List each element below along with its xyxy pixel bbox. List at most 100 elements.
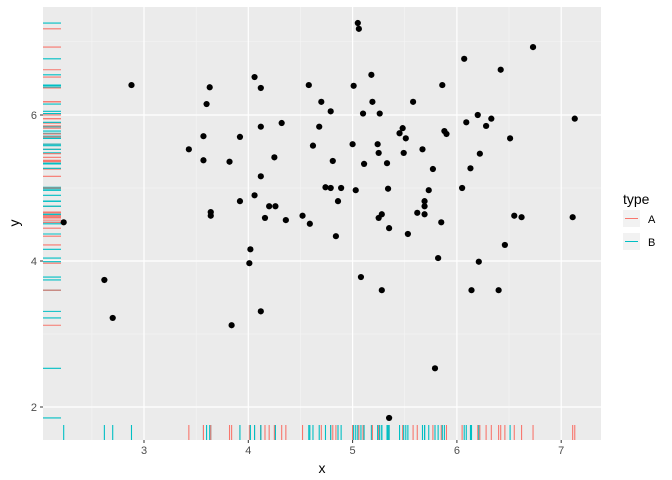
data-point [384, 185, 392, 192]
data-point [316, 123, 323, 130]
data-point [109, 314, 116, 322]
data-point [374, 141, 381, 148]
data-point [425, 187, 432, 194]
x-tick-label: 7 [558, 445, 564, 457]
data-point [327, 108, 334, 115]
minor-gridlines [43, 7, 601, 440]
data-point [378, 211, 385, 218]
data-point [251, 73, 258, 81]
data-point [529, 44, 537, 51]
data-point [439, 81, 446, 89]
data-point [419, 146, 426, 153]
rug-left [43, 22, 61, 419]
data-point [228, 322, 235, 329]
data-point [282, 217, 289, 224]
y-tick-label: 4 [31, 256, 37, 268]
data-point [438, 219, 445, 226]
data-point [443, 130, 450, 138]
data-point [435, 254, 442, 262]
x-tick-label: 5 [350, 445, 356, 457]
data-point [354, 19, 361, 27]
data-point [257, 173, 264, 180]
legend: type A B [623, 191, 656, 250]
data-point [429, 165, 437, 173]
data-point [247, 246, 254, 253]
data-point [463, 119, 470, 126]
data-point [399, 125, 406, 132]
legend-label-a: A [648, 214, 656, 226]
data-point [431, 365, 439, 372]
data-point [511, 212, 518, 219]
data-point [400, 149, 407, 157]
data-point [327, 184, 334, 192]
y-tick-label: 2 [31, 402, 37, 414]
data-point [421, 203, 428, 210]
data-point [375, 149, 382, 157]
data-point [495, 287, 502, 294]
data-point [257, 308, 264, 315]
data-point [488, 115, 495, 122]
data-point [101, 276, 108, 284]
data-point [236, 198, 244, 205]
data-point [369, 98, 376, 105]
x-axis-title: x [319, 460, 326, 476]
data-point [200, 133, 207, 140]
data-point [474, 111, 481, 119]
data-point [128, 81, 135, 89]
x-tick-label: 6 [454, 445, 460, 457]
data-point [257, 84, 264, 92]
axis-ticks [40, 114, 562, 443]
data-point [305, 81, 312, 89]
x-tick-label: 3 [141, 445, 147, 457]
data-point [396, 130, 403, 137]
major-gridlines [43, 7, 601, 440]
data-point [476, 150, 483, 157]
data-point [257, 123, 264, 130]
x-tick-label: 4 [245, 445, 251, 457]
data-point [497, 66, 504, 73]
data-point [329, 157, 336, 165]
y-tick-label: 6 [31, 110, 37, 122]
data-point [278, 119, 285, 127]
data-point [506, 135, 514, 142]
data-point [518, 214, 525, 221]
data-point [206, 84, 213, 91]
data-point [349, 141, 356, 148]
data-point [467, 165, 474, 172]
data-point [421, 211, 428, 218]
data-point [404, 230, 411, 238]
data-point [421, 198, 428, 205]
data-point [318, 98, 325, 105]
data-point [360, 160, 368, 168]
data-point [207, 208, 214, 216]
data-point [378, 287, 385, 294]
data-point [355, 25, 362, 32]
data-point [350, 82, 357, 89]
data-point [501, 241, 508, 249]
data-point [483, 122, 490, 130]
data-point [383, 160, 391, 167]
data-point [386, 225, 393, 232]
data-point [261, 214, 269, 222]
data-point [386, 414, 393, 422]
data-point [569, 214, 576, 221]
data-point [203, 100, 210, 108]
data-point [376, 110, 383, 117]
data-point [322, 184, 329, 191]
data-point [402, 135, 409, 142]
data-point [185, 146, 192, 153]
data-point [299, 212, 306, 219]
data-point [338, 184, 345, 192]
data-point [359, 110, 367, 117]
data-point [266, 203, 273, 210]
data-point [468, 287, 475, 294]
data-point [226, 158, 233, 165]
data-point [272, 203, 279, 210]
data-point [368, 71, 375, 78]
data-point [236, 133, 244, 140]
data-point [571, 115, 578, 122]
data-point [200, 157, 207, 164]
data-point [251, 192, 258, 199]
legend-title: type [623, 191, 650, 207]
